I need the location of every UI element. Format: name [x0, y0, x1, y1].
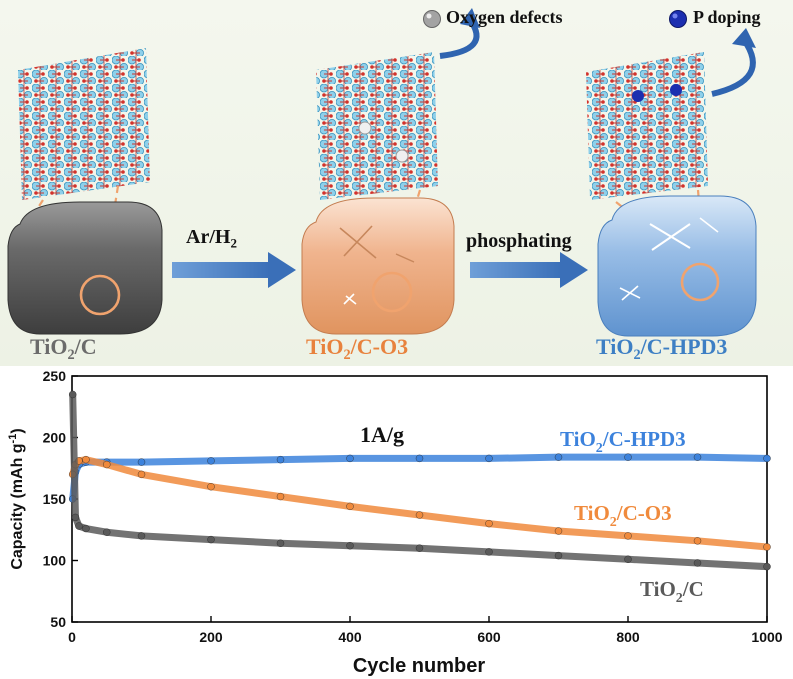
- data-point: [75, 522, 83, 530]
- series-labels: TiO2/C-HPD3 TiO2/C-O3 TiO2/C: [560, 427, 704, 606]
- tio2-c-hpd3-block: [597, 195, 757, 337]
- tio2-c-o3-block: [301, 197, 455, 335]
- phosphating-step-label: phosphating: [466, 230, 572, 252]
- data-point: [415, 511, 424, 519]
- data-point: [554, 453, 563, 461]
- tio2-c-hpd3-label: TiO2/C-HPD3: [596, 334, 728, 363]
- x-tick-label: 0: [68, 629, 76, 645]
- tio2-c-block: [7, 201, 163, 335]
- x-axis-label: Cycle number: [353, 655, 485, 677]
- data-point: [207, 482, 215, 491]
- data-point: [137, 532, 146, 540]
- series-label-0: TiO2/C-HPD3: [560, 427, 686, 456]
- tio2-c-label: TiO2/C: [30, 334, 97, 363]
- y-tick-label: 200: [43, 430, 67, 446]
- data-point: [624, 532, 632, 540]
- data-point: [415, 454, 424, 463]
- y-tick-label: 50: [50, 614, 66, 630]
- ar-h2-arrow: [172, 252, 296, 288]
- data-point: [137, 470, 146, 479]
- lattice-structure-tio2-c-hpd3: [586, 28, 756, 263]
- data-point: [693, 453, 702, 461]
- ar-h2-step-label: Ar/H2: [186, 226, 237, 251]
- data-point: [624, 453, 632, 461]
- data-point: [103, 460, 111, 469]
- y-tick-label: 250: [43, 368, 67, 384]
- rate-annotation: 1A/g: [360, 422, 404, 447]
- data-point: [693, 537, 702, 545]
- ticks: 0 200 400 600 800 1000 50 100 150 200 250: [43, 368, 783, 645]
- data-point: [624, 555, 632, 563]
- series: [68, 390, 771, 571]
- data-point: [485, 548, 493, 556]
- schematic-drawing: [7, 8, 757, 337]
- data-point: [763, 562, 771, 571]
- data-point: [763, 543, 771, 551]
- data-point: [71, 513, 80, 522]
- x-tick-label: 400: [338, 629, 362, 645]
- data-point: [346, 502, 354, 511]
- data-point: [276, 455, 285, 464]
- x-tick-label: 800: [616, 629, 640, 645]
- phosphating-arrow: [470, 252, 588, 288]
- y-axis-label: Capacity (mAh g-1): [7, 428, 26, 569]
- data-point: [207, 457, 215, 465]
- oxygen-defects-label: Oxygen defects: [446, 7, 563, 27]
- y-tick-label: 100: [43, 553, 67, 569]
- p-doping-label: P doping: [693, 7, 761, 27]
- tio2-c-o3-label: TiO2/C-O3: [306, 334, 409, 363]
- x-tick-label: 600: [477, 629, 501, 645]
- data-point: [82, 455, 90, 464]
- data-point: [485, 454, 493, 463]
- data-point: [415, 544, 424, 552]
- data-point: [276, 539, 285, 547]
- series-label-1: TiO2/C-O3: [574, 501, 672, 530]
- data-point: [763, 454, 771, 463]
- cycling-chart: 0 200 400 600 800 1000 50 100 150 200 250 TiO2/C-H…: [7, 368, 783, 677]
- x-tick-label: 200: [199, 629, 223, 645]
- data-point: [103, 528, 111, 536]
- data-point: [346, 542, 354, 550]
- data-point: [554, 551, 563, 560]
- p-doping-legend: [669, 10, 687, 28]
- data-point: [137, 458, 146, 466]
- data-point: [693, 559, 702, 567]
- data-point: [485, 519, 493, 528]
- plot-frame: [71, 375, 768, 623]
- data-point: [207, 535, 215, 544]
- series-label-2: TiO2/C: [640, 577, 704, 606]
- data-point: [82, 524, 90, 533]
- data-point: [68, 390, 77, 399]
- synthesis-schematic: Oxygen defects P doping Ar/H2 phosphatin…: [0, 0, 793, 366]
- data-point: [554, 527, 563, 535]
- oxygen-defects-legend: [423, 10, 441, 28]
- y-tick-label: 150: [43, 491, 67, 507]
- data-point: [276, 492, 285, 501]
- x-tick-label: 1000: [751, 629, 782, 645]
- data-point: [346, 454, 354, 463]
